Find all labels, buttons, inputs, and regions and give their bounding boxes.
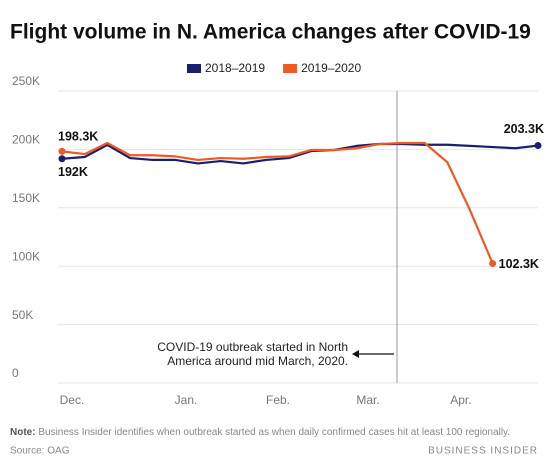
arrow-head xyxy=(352,350,359,358)
x-tick-label: Jan. xyxy=(175,393,198,407)
end-point xyxy=(534,142,542,150)
data-label: 192K xyxy=(58,165,88,179)
end-point xyxy=(58,147,66,155)
x-tick-label: Mar. xyxy=(356,393,379,407)
x-tick-label: Dec. xyxy=(60,393,85,407)
source: Source: OAG xyxy=(10,446,70,457)
x-tick-label: Apr. xyxy=(450,393,471,407)
x-tick-label: Feb. xyxy=(266,393,290,407)
note-label: Note: xyxy=(10,427,36,438)
data-label: 102.3K xyxy=(499,257,539,271)
series-line xyxy=(61,141,494,264)
annotation-box: COVID-19 outbreak started in North Ameri… xyxy=(157,340,348,368)
y-tick-label: 150K xyxy=(12,191,40,205)
note: Note: Business Insider identifies when o… xyxy=(10,427,510,438)
brand: BUSINESS INSIDER xyxy=(428,446,538,457)
y-tick-label: 0 xyxy=(12,366,19,380)
data-label: 203.3K xyxy=(504,122,544,136)
data-label: 198.3K xyxy=(58,130,98,144)
y-tick-label: 50K xyxy=(12,308,33,322)
note-text: Business Insider identifies when outbrea… xyxy=(38,427,510,438)
end-point xyxy=(58,155,66,163)
annotation: COVID-19 outbreak started in North Ameri… xyxy=(157,340,348,368)
legend-swatch xyxy=(283,64,298,73)
y-tick-label: 250K xyxy=(12,74,40,88)
legend-swatch xyxy=(187,64,201,73)
series-line xyxy=(61,142,539,165)
legend-label: 2018–2019 xyxy=(205,61,265,75)
legend-label: 2019–2020 xyxy=(301,61,361,75)
y-tick-label: 200K xyxy=(12,133,40,147)
end-point xyxy=(489,260,497,268)
chart-title: Flight volume in N. America changes afte… xyxy=(10,21,531,44)
y-tick-label: 100K xyxy=(12,249,40,263)
